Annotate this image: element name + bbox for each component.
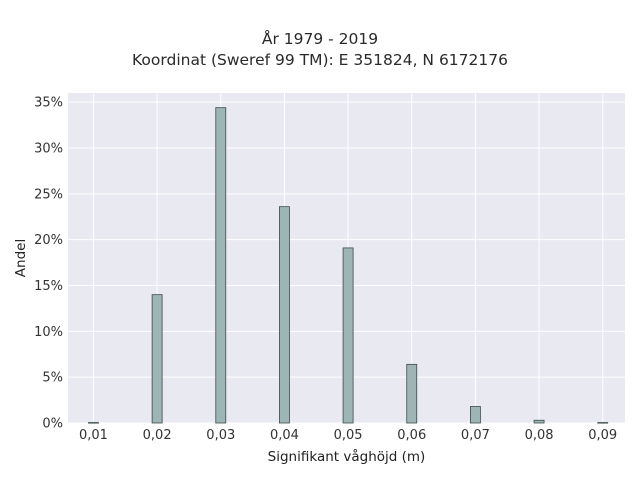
histogram-bar — [470, 406, 481, 424]
x-tick-label: 0,01 — [79, 428, 108, 443]
y-tick-label: 15% — [34, 279, 63, 294]
histogram-bar — [151, 294, 163, 424]
x-axis-label: Signifikant våghöjd (m) — [268, 448, 426, 465]
histogram-bar — [215, 107, 227, 424]
x-tick-label: 0,02 — [143, 428, 172, 443]
x-tick-label: 0,08 — [525, 428, 554, 443]
y-tick-label: 30% — [34, 142, 63, 157]
y-tick-label: 5% — [42, 371, 63, 386]
histogram-bar — [342, 247, 354, 424]
x-tick-label: 0,06 — [397, 428, 426, 443]
y-axis-label: Andel — [13, 239, 29, 277]
chart-title: År 1979 - 2019 — [261, 30, 379, 48]
histogram-bar — [88, 422, 99, 424]
y-tick-labels: 0% 5% 10% 15% 20% 25% 30% 35% — [34, 96, 63, 432]
grid-lines — [68, 93, 625, 424]
x-tick-label: 0,03 — [206, 428, 235, 443]
y-tick-label: 0% — [42, 417, 63, 432]
y-tick-label: 35% — [34, 96, 63, 111]
x-tick-label: 0,09 — [588, 428, 617, 443]
x-tick-labels: 0,01 0,02 0,03 0,04 0,05 0,06 0,07 0,08 0,09 — [79, 428, 617, 443]
bars — [88, 107, 609, 424]
x-tick-label: 0,05 — [334, 428, 363, 443]
x-tick-label: 0,07 — [461, 428, 490, 443]
histogram-bar — [406, 363, 418, 424]
histogram-bar — [533, 419, 545, 424]
y-tick-label: 20% — [34, 233, 63, 248]
chart-subtitle: Koordinat (Sweref 99 TM): E 351824, N 61… — [132, 51, 508, 69]
histogram-bar — [279, 206, 290, 424]
y-tick-label: 10% — [34, 325, 63, 340]
y-tick-label: 25% — [34, 187, 63, 202]
x-tick-label: 0,04 — [270, 428, 299, 443]
histogram-bar — [597, 422, 609, 424]
